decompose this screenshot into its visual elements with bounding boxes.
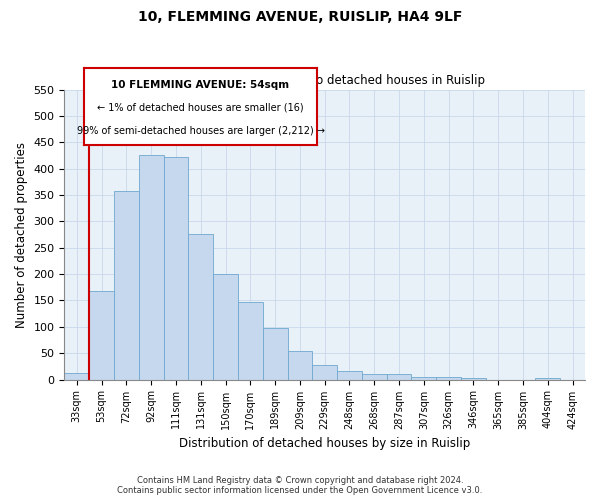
X-axis label: Distribution of detached houses by size in Ruislip: Distribution of detached houses by size …	[179, 437, 470, 450]
Bar	[412, 377, 436, 380]
Bar	[263, 328, 287, 380]
Title: Size of property relative to detached houses in Ruislip: Size of property relative to detached ho…	[165, 74, 485, 87]
Bar	[436, 377, 461, 380]
Bar	[287, 350, 313, 380]
Bar	[213, 274, 238, 380]
Bar	[362, 374, 386, 380]
Bar	[461, 378, 486, 380]
Bar	[535, 378, 560, 380]
Text: Contains HM Land Registry data © Crown copyright and database right 2024.
Contai: Contains HM Land Registry data © Crown c…	[118, 476, 482, 495]
Text: 99% of semi-detached houses are larger (2,212) →: 99% of semi-detached houses are larger (…	[77, 126, 325, 136]
Bar	[337, 370, 362, 380]
Bar	[313, 366, 337, 380]
Bar	[386, 374, 412, 380]
Bar	[238, 302, 263, 380]
Bar	[114, 191, 139, 380]
Y-axis label: Number of detached properties: Number of detached properties	[15, 142, 28, 328]
Bar	[139, 156, 164, 380]
Bar	[164, 157, 188, 380]
Bar	[89, 291, 114, 380]
Text: 10, FLEMMING AVENUE, RUISLIP, HA4 9LF: 10, FLEMMING AVENUE, RUISLIP, HA4 9LF	[138, 10, 462, 24]
Bar	[188, 234, 213, 380]
Text: 10 FLEMMING AVENUE: 54sqm: 10 FLEMMING AVENUE: 54sqm	[112, 80, 290, 90]
Bar	[64, 373, 89, 380]
Text: ← 1% of detached houses are smaller (16): ← 1% of detached houses are smaller (16)	[97, 102, 304, 113]
